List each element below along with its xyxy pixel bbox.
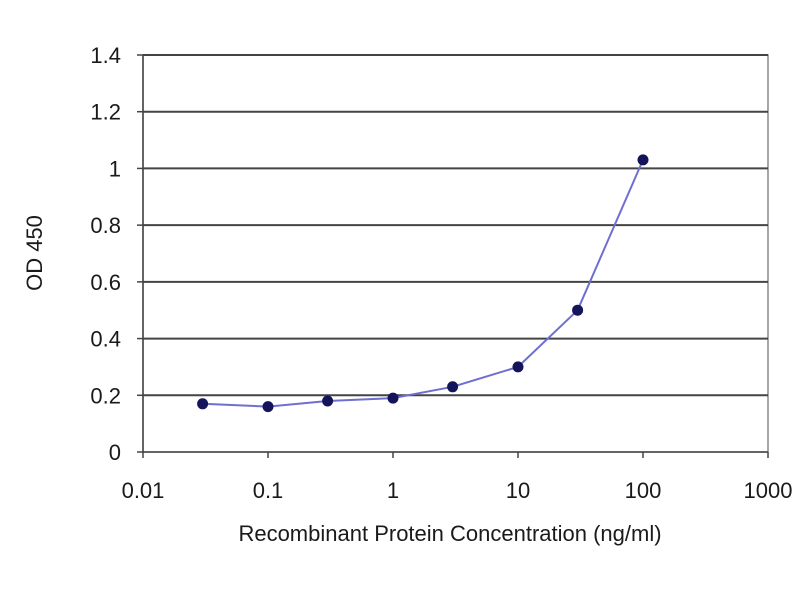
y-tick-label: 1.4 <box>90 43 121 68</box>
y-tick-labels: 0 0.2 0.4 0.6 0.8 1 1.2 1.4 <box>90 43 121 465</box>
series-line <box>202 159 644 408</box>
data-point <box>447 381 459 393</box>
x-tick-label: 1000 <box>744 478 793 503</box>
data-point <box>322 395 334 407</box>
x-axis-title: Recombinant Protein Concentration (ng/ml… <box>238 521 661 546</box>
data-point <box>262 401 274 413</box>
y-axis-title: OD 450 <box>22 215 47 291</box>
plot-area <box>142 54 769 453</box>
data-point <box>197 398 209 410</box>
y-tick-label: 0.4 <box>90 327 121 352</box>
y-tick-label: 0.6 <box>90 270 121 295</box>
x-tick-label: 1 <box>387 478 399 503</box>
series <box>197 154 649 413</box>
x-tick-label: 100 <box>625 478 662 503</box>
y-tick-label: 0.2 <box>90 383 121 408</box>
y-tick-label: 0 <box>109 440 121 465</box>
x-tick-label: 10 <box>506 478 530 503</box>
gridlines <box>143 54 768 397</box>
y-tick-label: 1 <box>109 156 121 181</box>
data-point <box>637 154 649 166</box>
x-tick-labels: 0.01 0.1 1 10 100 1000 <box>122 478 793 503</box>
axes <box>137 54 769 458</box>
y-tick-label: 0.8 <box>90 213 121 238</box>
y-tick-label: 1.2 <box>90 100 121 125</box>
data-point <box>387 392 399 404</box>
data-point <box>512 361 524 373</box>
data-point <box>572 304 584 316</box>
x-tick-label: 0.01 <box>122 478 165 503</box>
x-tick-label: 0.1 <box>253 478 284 503</box>
